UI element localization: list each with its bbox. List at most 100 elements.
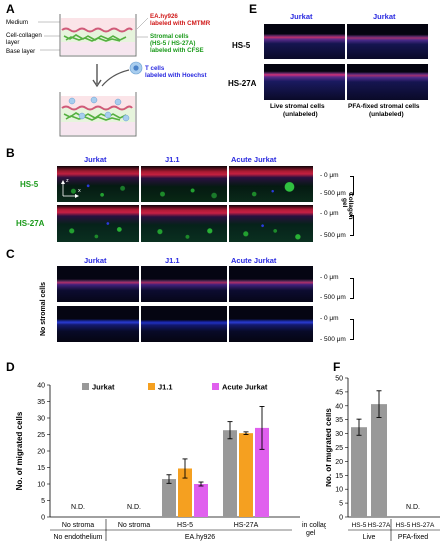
c-depth-top-1: - 0 μm xyxy=(320,274,339,281)
d-y-tick-label: 25 xyxy=(37,432,45,439)
e-caption-pfa-1: PFA-fixed stromal cells xyxy=(348,103,420,110)
c-image-top-acute xyxy=(229,266,313,302)
e-caption-live-2: (unlabeled) xyxy=(283,111,318,118)
d-axis-note: gel xyxy=(306,530,316,537)
e-col-label-2: Jurkat xyxy=(373,12,396,21)
d-axis-note: in collagen xyxy=(302,522,326,529)
b-axis-z-label: z xyxy=(66,178,69,184)
d-bar xyxy=(194,484,208,517)
e-col-label-1: Jurkat xyxy=(290,12,313,21)
d-group-label2: No endothelium xyxy=(53,534,102,541)
layer-cell-collagen-label: Cell-collagen xyxy=(6,32,42,39)
annot-t-line2: labeled with Hoechst xyxy=(145,72,207,79)
c-side-label: No stromal cells xyxy=(40,281,47,336)
d-bar xyxy=(162,479,176,517)
panel-label-d: D xyxy=(6,360,15,374)
b-image-hs5-j11 xyxy=(141,166,227,202)
layer-medium-label: Medium xyxy=(6,19,29,26)
b-row-label-hs27a: HS-27A xyxy=(16,219,45,228)
d-y-tick-label: 5 xyxy=(41,498,45,505)
c-col-label-jurkat: Jurkat xyxy=(84,256,107,265)
f-y-tick-label: 45 xyxy=(335,389,343,396)
f-y-tick-label: 5 xyxy=(339,501,343,508)
panel-label-c: C xyxy=(6,247,15,261)
c-image-bottom-j11 xyxy=(141,306,227,342)
f-category-label: HS-27A xyxy=(412,522,435,529)
c-image-top-j11 xyxy=(141,266,227,302)
e-row-label-hs5: HS-5 xyxy=(232,41,251,50)
annot-stromal-line2: (HS-5 / HS-27A) xyxy=(150,40,196,47)
f-group-label: Live xyxy=(363,534,376,541)
d-legend-swatch xyxy=(148,383,155,390)
e-image-hs27a-live xyxy=(264,64,345,100)
f-nd-label: N.D. xyxy=(406,504,420,511)
f-y-tick-label: 25 xyxy=(335,445,343,452)
c-image-bottom-acute xyxy=(229,306,313,342)
d-y-tick-label: 30 xyxy=(37,416,45,423)
c-depth-top-2: - 0 μm xyxy=(320,315,339,322)
d-legend-label: Jurkat xyxy=(92,383,115,392)
f-bar xyxy=(351,427,367,517)
f-category-label: HS-5 xyxy=(352,522,367,529)
annot-ea-line2: labeled with CMTMR xyxy=(150,20,211,27)
c-bracket-1 xyxy=(350,278,354,299)
e-image-hs5-pfa xyxy=(347,24,428,59)
f-y-axis-title: No. of migrated cells xyxy=(326,408,333,487)
b-col-label-jurkat: Jurkat xyxy=(84,155,107,164)
c-bracket-2 xyxy=(350,319,354,340)
e-caption-pfa-2: (unlabeled) xyxy=(369,111,404,118)
f-y-tick-label: 0 xyxy=(339,515,343,522)
b-row-label-hs5: HS-5 xyxy=(20,180,39,189)
d-y-tick-label: 10 xyxy=(37,482,45,489)
b-image-hs27a-jurkat xyxy=(57,205,139,242)
d-bar xyxy=(178,468,192,517)
d-bar xyxy=(223,430,237,517)
d-legend-label: J1.1 xyxy=(158,383,173,392)
d-nd-label: N.D. xyxy=(127,504,141,511)
d-group-label: No stroma xyxy=(62,522,94,529)
chart-f: 0 5 10 15 20 25 30 35 40 45 50 No. of migrated cell… xyxy=(326,376,440,541)
b-bracket-2 xyxy=(350,215,354,236)
f-y-tick-label: 20 xyxy=(335,459,343,466)
b-image-hs27a-j11 xyxy=(141,205,227,242)
b-axis-x-label: x xyxy=(78,188,81,194)
d-legend-swatch xyxy=(82,383,89,390)
c-col-label-acute: Acute Jurkat xyxy=(231,256,277,265)
f-y-tick-label: 10 xyxy=(335,487,343,494)
annot-t-line1: T cells xyxy=(145,65,165,72)
d-y-axis-title: No. of migrated cells xyxy=(15,411,24,490)
c-image-top-jurkat xyxy=(57,266,139,302)
e-image-hs5-live xyxy=(264,24,345,59)
d-legend-swatch xyxy=(212,383,219,390)
c-col-label-j11: J1.1 xyxy=(165,256,180,265)
c-depth-bottom-1: - 500 μm xyxy=(320,294,346,301)
b-bracket-1 xyxy=(350,176,354,195)
annot-stromal-line1: Stromal cells xyxy=(150,33,189,40)
b-depth-top-1: - 0 μm xyxy=(320,172,339,179)
panel-label-b: B xyxy=(6,146,15,160)
d-legend-label: Acute Jurkat xyxy=(222,383,268,392)
f-y-tick-label: 15 xyxy=(335,473,343,480)
b-image-hs5-acute xyxy=(229,166,313,202)
d-y-tick-label: 35 xyxy=(37,399,45,406)
f-y-tick-label: 30 xyxy=(335,431,343,438)
c-image-bottom-jurkat xyxy=(57,306,139,342)
e-caption-live-1: Live stromal cells xyxy=(270,103,325,110)
d-bar xyxy=(239,433,253,517)
layer-cell-collagen-label-2: layer xyxy=(6,39,20,46)
d-y-tick-label: 40 xyxy=(37,383,45,390)
f-group-label: PFA-fixed xyxy=(398,534,428,541)
b-depth-bottom-1: - 500 μm xyxy=(320,190,346,197)
annot-ea-line1: EA.hy926 xyxy=(150,13,178,20)
annot-stromal-line3: labeled with CFSE xyxy=(150,47,204,54)
panel-label-f: F xyxy=(333,360,341,374)
culture-dish-diagram-top xyxy=(38,14,149,137)
layer-base-label: Base layer xyxy=(6,48,36,55)
f-y-tick-label: 50 xyxy=(335,376,343,383)
b-image-hs27a-acute xyxy=(229,205,313,242)
b-axis-indicator xyxy=(61,180,79,198)
f-bar xyxy=(371,404,387,517)
d-group-label: HS-5 xyxy=(177,522,193,529)
e-image-hs27a-pfa xyxy=(347,64,428,100)
d-group-label: No stroma xyxy=(118,522,150,529)
